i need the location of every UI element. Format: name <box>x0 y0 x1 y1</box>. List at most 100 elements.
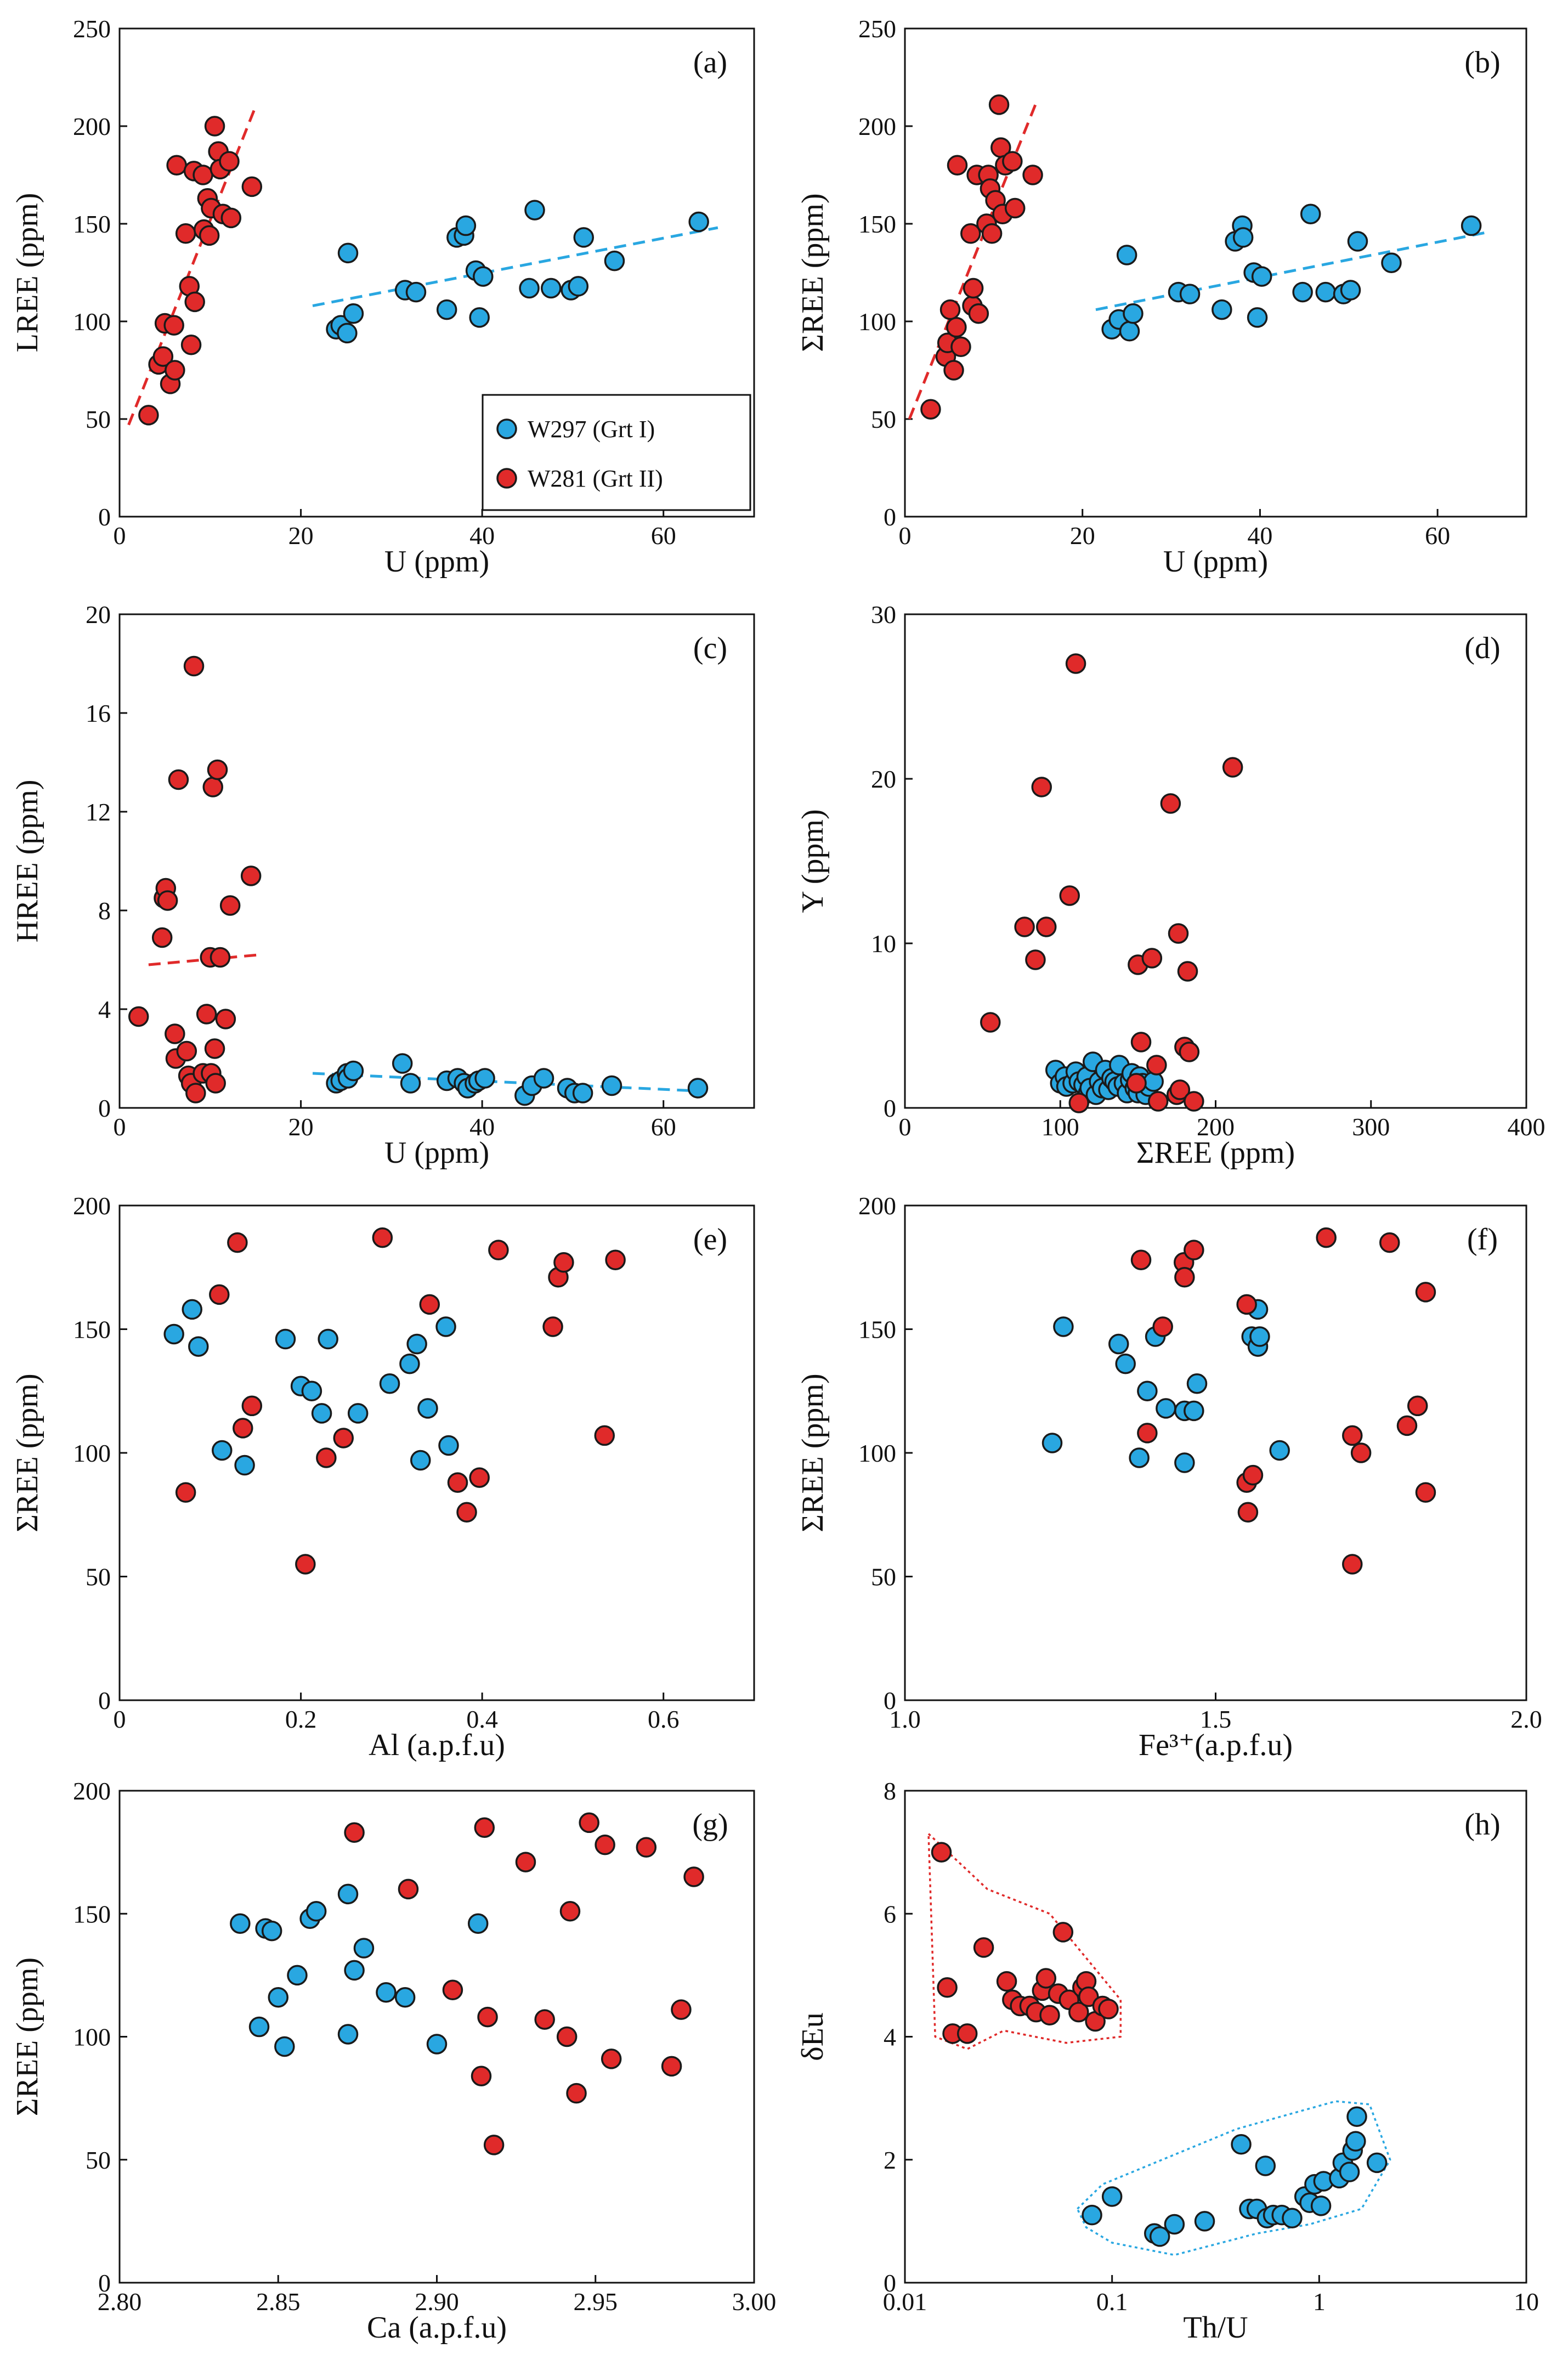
x-axis-label: Th/U <box>1183 2311 1248 2345</box>
trendline <box>312 1072 691 1092</box>
data-point <box>1137 1423 1158 1444</box>
x-tick-label: 0 <box>114 1705 126 1733</box>
data-point <box>379 1373 400 1394</box>
data-point <box>311 1403 332 1424</box>
data-point <box>176 1040 197 1062</box>
data-point <box>1255 2155 1276 2176</box>
data-point <box>1116 245 1137 265</box>
data-point <box>305 1901 327 1922</box>
panel-d: 0 100 200 300 400 0 10 20 30 ΣREE (ppm) Y (ppm) (d) <box>796 601 1546 1170</box>
data-point <box>344 1960 365 1981</box>
data-point <box>219 895 241 916</box>
data-point <box>973 1937 994 1958</box>
data-point <box>219 151 240 172</box>
data-point <box>534 2009 555 2030</box>
legend-marker <box>496 468 517 489</box>
legend-marker <box>496 418 517 439</box>
data-point <box>1174 1452 1195 1473</box>
data-point <box>1108 1333 1129 1355</box>
data-point <box>234 1455 255 1476</box>
panel-label: (h) <box>1464 1808 1500 1842</box>
data-point <box>248 2016 270 2038</box>
data-point <box>405 281 427 303</box>
data-point <box>1152 1316 1173 1337</box>
x-axis-label: Al (a.p.f.u) <box>369 1728 505 1762</box>
data-point <box>372 1227 393 1248</box>
data-point <box>1146 1055 1167 1076</box>
y-tick-label: 150 <box>73 1316 111 1344</box>
data-point <box>165 1023 185 1044</box>
plot-frame <box>118 613 755 1109</box>
data-point <box>185 1083 206 1104</box>
y-axis-label: ΣREE (ppm) <box>796 1373 830 1532</box>
data-point <box>233 1418 253 1439</box>
data-point <box>163 1323 184 1345</box>
x-tick-label: 300 <box>1352 1113 1390 1141</box>
plot-frame <box>118 27 755 518</box>
legend-box <box>482 394 751 511</box>
y-tick-label: 0 <box>98 503 111 531</box>
x-tick-label: 40 <box>469 1113 495 1141</box>
data-point <box>1186 1373 1208 1394</box>
data-point <box>1345 2131 1366 2152</box>
x-tick-label: 0 <box>899 522 912 550</box>
y-tick-label: 10 <box>871 930 896 958</box>
data-point <box>230 1913 251 1934</box>
data-point <box>436 299 457 320</box>
data-point <box>1169 1079 1191 1100</box>
data-point <box>1130 1249 1152 1270</box>
data-point <box>1141 948 1163 969</box>
panel-g: 2.80 2.85 2.90 2.95 3.00 0 50 100 150 200 Ca (a.p.… <box>10 1777 776 2345</box>
data-point <box>519 278 540 299</box>
x-tick-label: 3.00 <box>732 2288 777 2316</box>
data-point <box>241 176 263 197</box>
data-point <box>1098 1999 1119 2019</box>
y-tick-label: 100 <box>73 1439 111 1467</box>
data-point <box>988 94 1010 115</box>
data-point <box>175 1482 196 1503</box>
data-point <box>353 1938 375 1959</box>
data-point <box>1184 1240 1204 1260</box>
data-point <box>1156 1398 1176 1419</box>
data-point <box>605 1249 626 1270</box>
data-point <box>1031 777 1052 797</box>
x-tick-label: 0 <box>114 522 126 550</box>
data-point <box>343 303 364 324</box>
data-point <box>1242 1464 1264 1486</box>
data-point <box>572 1083 593 1104</box>
x-tick-label: 40 <box>469 522 495 550</box>
panel-label: (g) <box>692 1808 728 1842</box>
panel-label: (e) <box>693 1223 727 1257</box>
data-point <box>205 1073 226 1094</box>
panel-a: 0 20 40 60 0 50 100 150 200 250 U (ppm) LREE (ppm) (… <box>10 15 755 579</box>
data-point <box>210 947 231 968</box>
data-point <box>455 215 477 236</box>
data-point <box>1041 1433 1063 1453</box>
x-tick-label: 2.85 <box>256 2288 301 2316</box>
data-point <box>1004 197 1026 219</box>
data-point <box>435 1316 456 1337</box>
data-point <box>1231 2134 1252 2155</box>
data-point <box>376 1982 397 2003</box>
data-point <box>182 1299 202 1320</box>
data-point <box>661 2056 682 2077</box>
data-point <box>1059 885 1080 906</box>
data-point <box>410 1450 431 1471</box>
data-point <box>168 769 189 790</box>
data-point <box>1039 2005 1060 2026</box>
data-point <box>595 1834 615 1855</box>
data-point <box>931 1842 952 1863</box>
data-point <box>963 278 984 299</box>
data-point <box>1068 1093 1089 1113</box>
x-tick-label: 2.0 <box>1510 1705 1542 1733</box>
data-point <box>175 223 196 244</box>
data-point <box>1115 1353 1136 1374</box>
data-point <box>1143 1071 1164 1092</box>
data-point <box>344 1822 365 1843</box>
data-point <box>188 1336 209 1357</box>
x-tick-label: 0.4 <box>466 1705 498 1733</box>
x-tick-label: 20 <box>288 1113 314 1141</box>
data-point <box>1137 1380 1158 1401</box>
x-tick-label: 0 <box>114 1113 126 1141</box>
data-point <box>542 1316 563 1337</box>
